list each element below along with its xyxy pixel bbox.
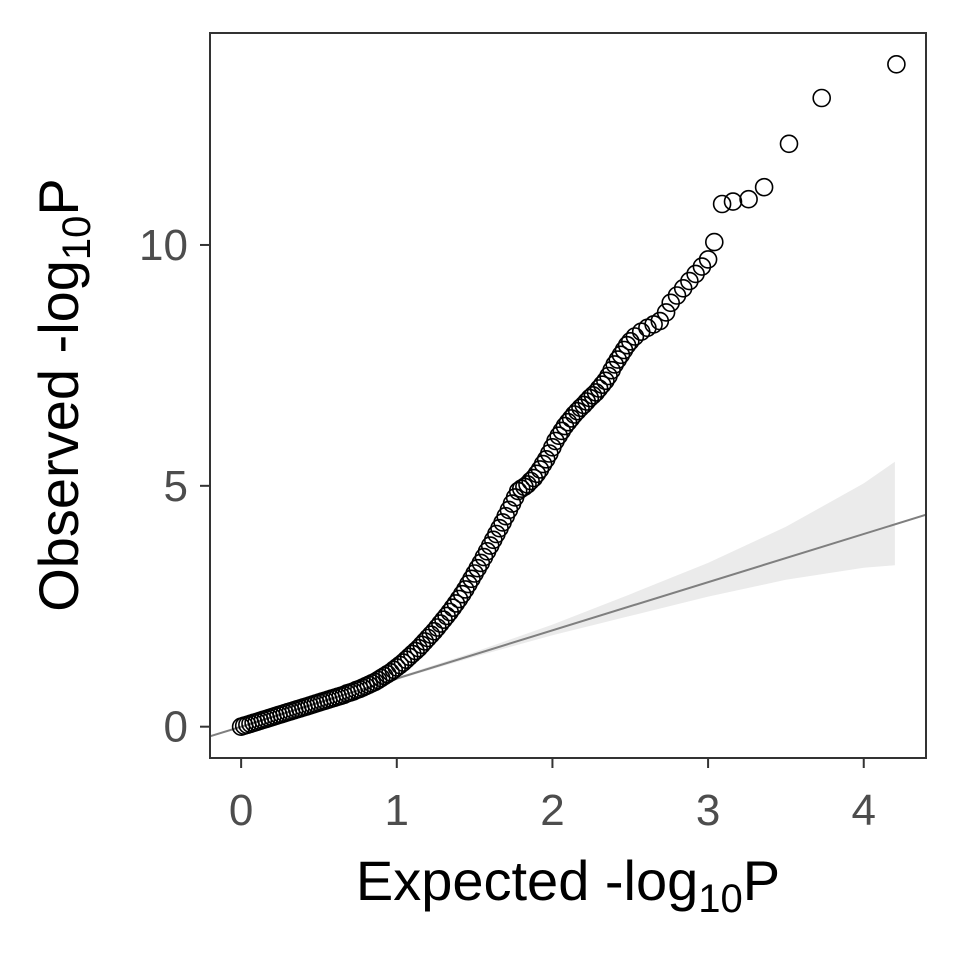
data-point <box>518 475 537 494</box>
data-point <box>508 481 528 501</box>
x-tick-label: 1 <box>385 786 409 835</box>
data-point <box>656 303 676 322</box>
data-point <box>712 194 732 214</box>
data-point <box>704 232 724 252</box>
data-point <box>571 398 590 418</box>
y-axis-title-subscript: 10 <box>55 216 99 261</box>
plot-background <box>210 33 926 758</box>
data-point <box>421 625 441 645</box>
data-point <box>739 189 758 209</box>
x-axis-title: Expected -log10P <box>356 849 780 921</box>
data-point <box>446 594 466 613</box>
y-axis-title-suffix: P <box>27 178 90 215</box>
data-point <box>698 250 718 269</box>
data-point <box>462 569 481 589</box>
y-axis-title: Observed -log10P <box>27 178 99 612</box>
data-point <box>661 293 681 313</box>
y-axis-ticks: 0 5 10 <box>139 221 210 752</box>
data-point <box>580 388 600 408</box>
data-point <box>686 264 705 284</box>
data-point <box>378 664 397 684</box>
data-point <box>527 464 547 484</box>
data-point <box>381 662 400 682</box>
data-point <box>611 345 631 365</box>
data-point <box>561 409 581 428</box>
data-point <box>455 580 475 599</box>
data-point <box>546 431 565 451</box>
x-axis-title-subscript: 10 <box>698 877 743 921</box>
data-point <box>574 395 593 415</box>
points-group <box>231 55 906 737</box>
data-point <box>468 558 488 578</box>
data-point <box>583 385 603 405</box>
data-point <box>596 371 615 391</box>
data-point <box>812 88 832 108</box>
x-tick-label: 0 <box>229 786 253 835</box>
data-point <box>605 355 625 374</box>
data-point <box>692 257 712 276</box>
data-point <box>779 134 799 154</box>
data-point <box>564 405 584 424</box>
data-point <box>533 454 553 474</box>
data-point <box>521 471 540 491</box>
data-point <box>673 278 693 298</box>
data-point <box>549 426 569 446</box>
data-point <box>567 401 587 421</box>
x-axis-title-prefix: Expected -log <box>356 849 698 912</box>
data-point <box>754 177 774 197</box>
data-point <box>406 641 425 661</box>
data-point <box>680 271 699 291</box>
x-tick-label: 4 <box>851 786 875 835</box>
y-tick-label: 5 <box>164 462 188 511</box>
x-axis-title-suffix: P <box>743 849 780 912</box>
data-point <box>409 638 428 658</box>
data-point <box>723 192 743 211</box>
data-point <box>449 589 469 609</box>
data-point <box>384 660 404 680</box>
data-point <box>620 331 640 351</box>
data-point <box>625 327 645 346</box>
y-tick-label: 0 <box>164 703 188 752</box>
x-tick-label: 3 <box>696 786 720 835</box>
data-point <box>415 632 435 651</box>
data-point <box>608 350 628 369</box>
y-tick-label: 10 <box>139 221 188 270</box>
x-axis-ticks: 0 1 2 3 4 <box>229 758 876 835</box>
x-tick-label: 2 <box>540 786 564 835</box>
data-point <box>887 55 906 74</box>
confidence-band <box>365 461 895 690</box>
data-point <box>459 574 478 594</box>
plot-panel-border <box>209 32 927 759</box>
data-point <box>418 628 438 648</box>
data-point <box>452 584 472 604</box>
data-point <box>530 460 550 479</box>
y-axis-title-prefix: Observed -log <box>27 260 90 612</box>
data-point <box>412 635 432 655</box>
data-point <box>667 286 687 305</box>
data-point <box>465 564 484 583</box>
